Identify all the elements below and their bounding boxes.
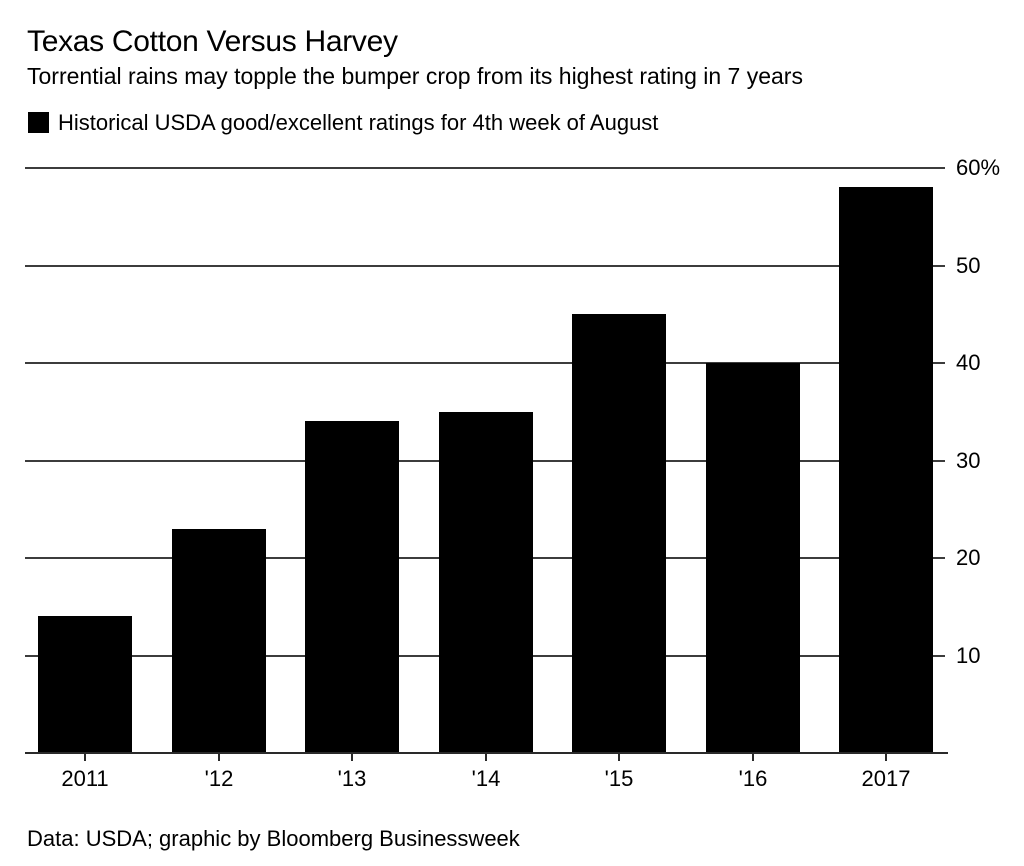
x-axis-tick bbox=[84, 754, 86, 761]
source-note: Data: USDA; graphic by Bloomberg Busines… bbox=[27, 826, 520, 851]
x-axis-tick bbox=[351, 754, 353, 761]
x-axis-tick-label: '13 bbox=[337, 766, 367, 791]
bar bbox=[706, 363, 800, 753]
chart-title: Texas Cotton Versus Harvey bbox=[27, 25, 398, 58]
x-axis-tick-label: '15 bbox=[604, 766, 634, 791]
x-axis-tick bbox=[885, 754, 887, 761]
x-axis-tick bbox=[485, 754, 487, 761]
gridline bbox=[25, 264, 945, 267]
bar bbox=[305, 421, 399, 753]
gridline bbox=[25, 362, 945, 364]
y-axis-tick-label: 10 bbox=[956, 642, 981, 668]
bar bbox=[439, 412, 533, 753]
x-axis-tick-label: 2011 bbox=[61, 766, 109, 791]
legend-swatch-icon bbox=[28, 112, 49, 133]
y-axis-tick-label: 60% bbox=[956, 155, 1001, 180]
y-axis-tick-label: 20 bbox=[956, 545, 981, 570]
legend: Historical USDA good/excellent ratings f… bbox=[28, 111, 658, 134]
x-axis-line bbox=[25, 752, 948, 754]
x-axis-tick-label: 2017 bbox=[861, 766, 911, 791]
gridline bbox=[25, 167, 945, 169]
legend-label: Historical USDA good/excellent ratings f… bbox=[58, 110, 659, 135]
bar bbox=[572, 314, 666, 753]
chart-subtitle: Torrential rains may topple the bumper c… bbox=[27, 63, 803, 89]
x-axis-tick bbox=[218, 754, 220, 761]
y-axis-tick-label: 40 bbox=[956, 350, 981, 375]
y-axis-tick-label: 30 bbox=[956, 447, 981, 473]
x-axis-tick-label: '16 bbox=[738, 766, 768, 791]
x-axis-tick bbox=[618, 754, 620, 761]
x-axis-tick bbox=[752, 754, 754, 761]
x-axis-tick-label: '14 bbox=[471, 766, 501, 791]
x-axis-tick-label: '12 bbox=[204, 766, 234, 791]
bar bbox=[172, 529, 266, 753]
bar bbox=[839, 187, 933, 753]
y-axis-tick-label: 50 bbox=[956, 252, 981, 278]
bar bbox=[38, 616, 132, 753]
